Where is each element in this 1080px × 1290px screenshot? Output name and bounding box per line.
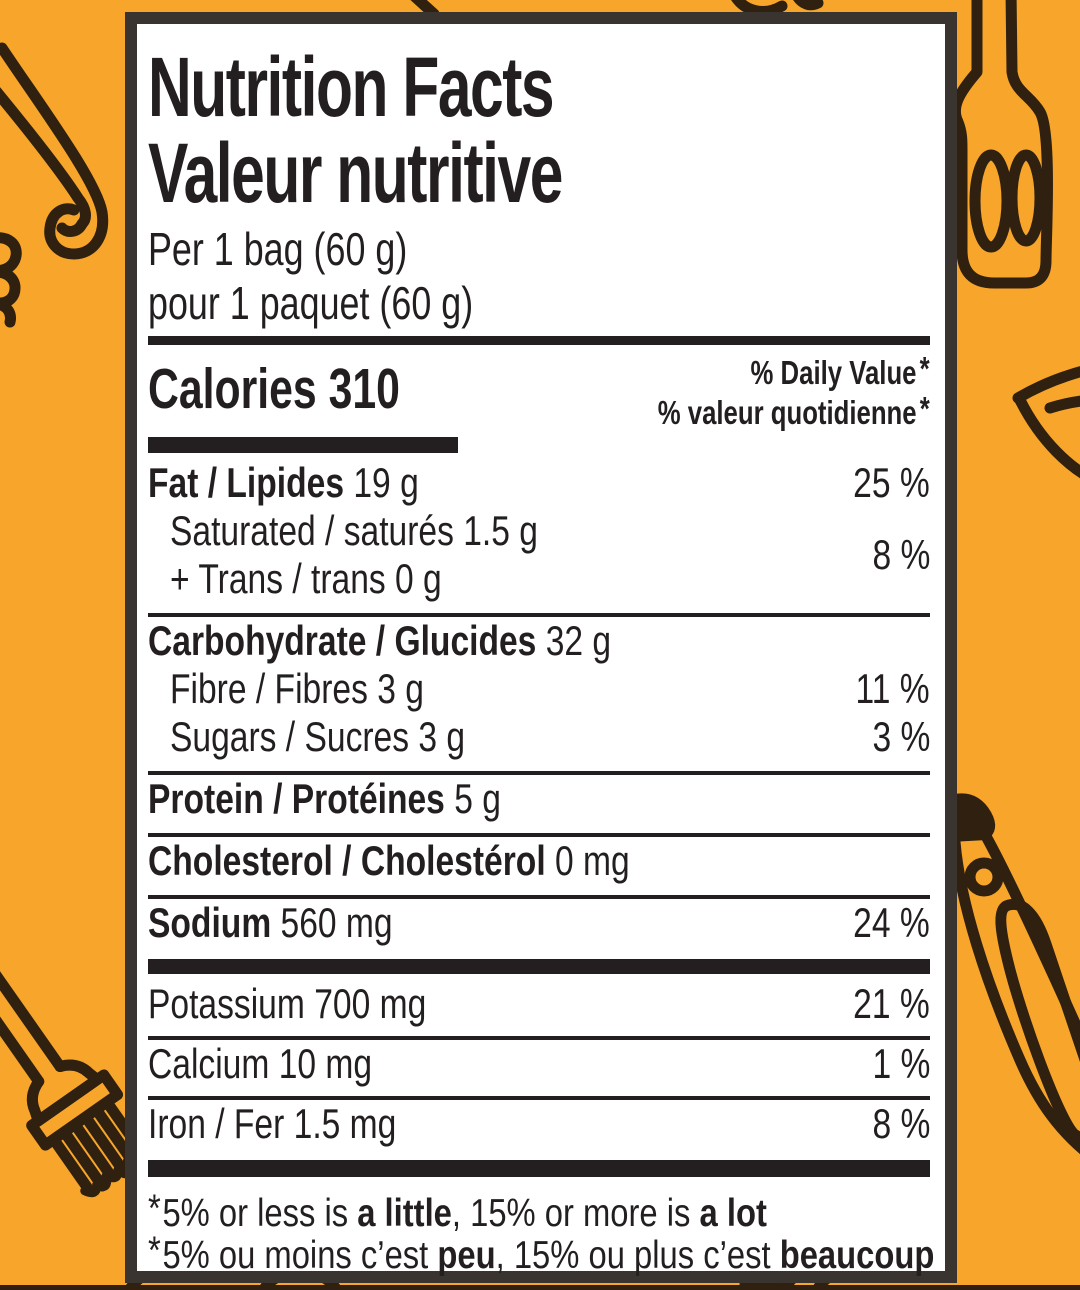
- fibre-row: Fibre / Fibres 3 g 11 %: [170, 665, 930, 712]
- section-divider: [148, 833, 930, 837]
- saturated-trans-group: Saturated / saturés 1.5 g + Trans / tran…: [148, 507, 930, 603]
- iron-row: Iron / Fer 1.5 mg 8 %: [148, 1100, 930, 1147]
- sodium-row: Sodium 560 mg 24 %: [148, 899, 930, 946]
- asterisk: *: [919, 350, 930, 388]
- section-divider: [148, 1096, 930, 1100]
- title-fr: Valeur nutritive: [148, 126, 563, 220]
- fat-row: Fat / Lipides 19 g 25 %: [148, 459, 930, 506]
- serving-divider: [148, 336, 930, 345]
- calcium-row: Calcium 10 mg 1 %: [148, 1040, 930, 1087]
- title-en: Nutrition Facts: [148, 40, 555, 134]
- footnote-divider-bar: [148, 1160, 930, 1177]
- calories-value: Calories 310: [148, 357, 400, 421]
- calories-row: Calories 310 % Daily Value* % valeur quo…: [148, 350, 930, 433]
- sodium-divider-bar: [148, 959, 930, 974]
- footnote-fr: *5% ou moins c’est peu, 15% ou plus c’es…: [148, 1229, 935, 1277]
- sugars-row: Sugars / Sucres 3 g 3 %: [170, 713, 930, 760]
- tongs-icon: [0, 42, 109, 328]
- iron-percent: 8 %: [872, 1100, 930, 1147]
- serving-size: Per 1 bag (60 g) pour 1 paquet (60 g): [148, 222, 930, 330]
- protein-row: Protein / Protéines 5 g: [148, 775, 501, 822]
- daily-value-footnote: *5% or less is a little, 15% or more is …: [148, 1187, 935, 1277]
- sugars-percent: 3 %: [872, 713, 930, 760]
- serving-size-en: Per 1 bag (60 g): [148, 223, 408, 275]
- vegetable-peeler-icon: [949, 793, 1080, 1155]
- trans-row: + Trans / trans 0 g: [170, 555, 442, 602]
- asterisk: *: [148, 1187, 161, 1231]
- section-divider: [148, 613, 930, 617]
- potassium-row: Potassium 700 mg 21 %: [148, 980, 930, 1027]
- saturated-trans-percent: 8 %: [872, 531, 930, 578]
- section-divider: [148, 1036, 930, 1040]
- fat-percent: 25 %: [853, 459, 930, 506]
- label-title: Nutrition Facts Valeur nutritive: [148, 44, 930, 216]
- carbohydrate-row: Carbohydrate / Glucides 32 g: [148, 617, 612, 664]
- calcium-percent: 1 %: [872, 1040, 930, 1087]
- nutrition-facts-panel: Nutrition Facts Valeur nutritive Per 1 b…: [125, 12, 957, 1283]
- lemon-wedge-icon: [1012, 366, 1080, 479]
- saturated-row: Saturated / saturés 1.5 g: [170, 507, 538, 554]
- table-edge-line: [0, 1285, 1080, 1290]
- sodium-percent: 24 %: [853, 899, 930, 946]
- cholesterol-row: Cholesterol / Cholestérol 0 mg: [148, 837, 630, 884]
- section-divider: [148, 895, 930, 899]
- daily-value-header: % Daily Value* % valeur quotidienne*: [657, 350, 930, 431]
- potassium-percent: 21 %: [853, 980, 930, 1027]
- serving-size-fr: pour 1 paquet (60 g): [148, 277, 474, 329]
- asterisk: *: [148, 1229, 161, 1273]
- asterisk: *: [919, 390, 930, 428]
- section-divider: [148, 771, 930, 775]
- utensil-handle-icon: [410, 0, 824, 20]
- footnote-en: *5% or less is a little, 15% or more is …: [148, 1187, 767, 1235]
- fibre-percent: 11 %: [855, 665, 930, 712]
- calories-divider-bar: [148, 437, 458, 453]
- slotted-spatula-icon: [949, 0, 1053, 289]
